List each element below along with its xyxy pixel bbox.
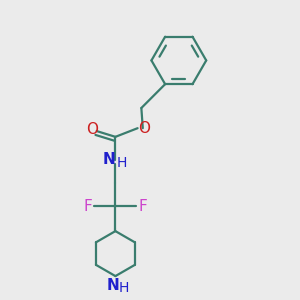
- Text: F: F: [84, 199, 92, 214]
- Text: O: O: [138, 121, 150, 136]
- Text: H: H: [117, 156, 127, 170]
- Text: N: N: [103, 152, 116, 167]
- Text: H: H: [118, 281, 129, 295]
- Text: O: O: [86, 122, 98, 137]
- Text: N: N: [106, 278, 119, 293]
- Text: F: F: [138, 199, 147, 214]
